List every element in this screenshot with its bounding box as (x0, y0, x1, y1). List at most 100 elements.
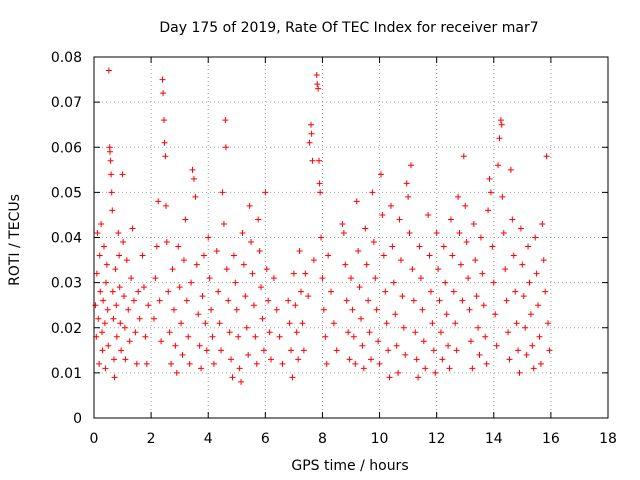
data-point (375, 338, 382, 345)
data-point (170, 306, 177, 313)
data-point (256, 248, 263, 255)
data-point (525, 243, 532, 250)
data-point (442, 279, 449, 286)
data-point (323, 360, 330, 367)
data-point (285, 297, 292, 304)
data-points (92, 67, 553, 385)
data-point (242, 293, 249, 300)
data-point (116, 284, 123, 291)
data-point (125, 306, 132, 313)
data-point (132, 329, 139, 336)
data-point (259, 315, 266, 322)
data-point (96, 360, 103, 367)
data-point (159, 76, 166, 83)
data-point (522, 324, 529, 331)
data-point (315, 85, 322, 92)
x-tick-label: 8 (318, 431, 327, 447)
data-point (376, 360, 383, 367)
data-point (545, 320, 552, 327)
data-point (510, 252, 517, 259)
data-point (140, 284, 147, 291)
data-point (369, 189, 376, 196)
data-point (308, 121, 315, 128)
data-point (250, 302, 257, 309)
data-point (422, 365, 429, 372)
data-point (373, 306, 380, 313)
x-tick-label: 18 (599, 431, 617, 447)
data-point (206, 275, 213, 282)
data-point (320, 306, 327, 313)
data-point (465, 275, 472, 282)
y-axis-label: ROTI / TECUs (7, 194, 23, 286)
data-point (186, 360, 193, 367)
data-point (419, 306, 426, 313)
data-point (115, 229, 122, 236)
data-point (437, 329, 444, 336)
y-tick-label: 0.07 (51, 95, 82, 111)
data-point (393, 342, 400, 349)
data-point (517, 225, 524, 232)
data-point (305, 293, 312, 300)
data-point (102, 365, 109, 372)
data-point (313, 72, 320, 79)
data-point (480, 302, 487, 309)
data-point (379, 211, 386, 218)
data-point (175, 243, 182, 250)
data-point (318, 234, 325, 241)
data-point (213, 248, 220, 255)
data-point (425, 211, 432, 218)
data-point (309, 157, 316, 164)
data-point (506, 356, 513, 363)
data-point (112, 266, 119, 273)
data-point (466, 306, 473, 313)
data-point (366, 329, 373, 336)
data-point (298, 288, 305, 295)
data-point (530, 365, 537, 372)
data-point (446, 365, 453, 372)
data-point (135, 288, 142, 295)
data-point (155, 198, 162, 205)
data-point (195, 311, 202, 318)
data-point (486, 175, 493, 182)
data-point (479, 270, 486, 277)
data-point (367, 356, 374, 363)
data-point (410, 297, 417, 304)
y-tick-label: 0.01 (51, 366, 82, 382)
data-point (145, 302, 152, 309)
data-point (490, 279, 497, 286)
data-point (173, 369, 180, 376)
data-point (160, 117, 167, 124)
data-point (266, 329, 273, 336)
data-point (143, 360, 150, 367)
data-point (216, 320, 223, 327)
data-point (356, 284, 363, 291)
data-point (109, 288, 116, 295)
data-point (93, 270, 100, 277)
data-point (192, 193, 199, 200)
data-point (185, 333, 192, 340)
data-point (395, 369, 402, 376)
data-point (258, 284, 265, 291)
data-point (180, 257, 187, 264)
data-point (472, 257, 479, 264)
data-point (121, 324, 128, 331)
data-point (240, 261, 247, 268)
data-point (99, 347, 106, 354)
data-point (268, 356, 275, 363)
data-point (295, 356, 302, 363)
data-point (377, 171, 384, 178)
data-point (496, 135, 503, 142)
data-point (308, 130, 315, 137)
data-point (355, 248, 362, 255)
data-point (96, 252, 103, 259)
data-point (119, 171, 126, 178)
data-point (483, 360, 490, 367)
data-point (520, 293, 527, 300)
data-point (445, 342, 452, 349)
data-point (440, 243, 447, 250)
data-point (489, 243, 496, 250)
data-point (293, 329, 300, 336)
data-point (108, 171, 115, 178)
data-point (328, 288, 335, 295)
data-point (498, 121, 505, 128)
